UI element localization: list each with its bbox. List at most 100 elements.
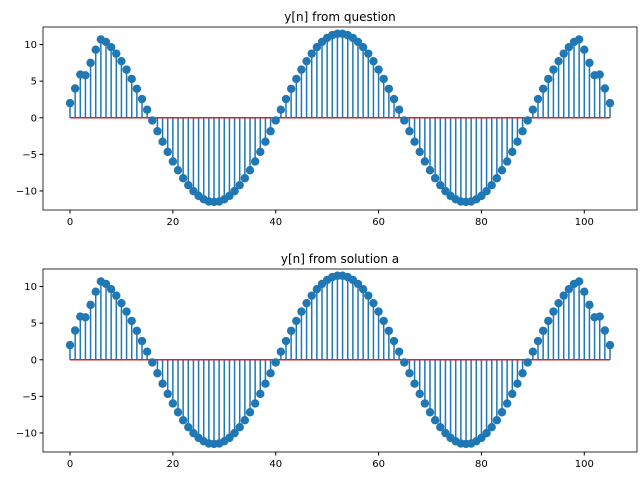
stem-marker [127, 316, 136, 326]
stem-marker [389, 336, 399, 346]
stem-marker [302, 298, 311, 308]
stem-marker [549, 307, 558, 316]
stem-marker [394, 105, 404, 114]
stem-marker [148, 358, 157, 367]
stem-marker [292, 316, 301, 326]
stem-marker [364, 49, 373, 58]
stem-marker [410, 137, 419, 146]
stem-marker [502, 399, 512, 408]
stem-marker [86, 300, 95, 310]
stem-marker [230, 186, 239, 196]
stem-marker [235, 422, 244, 432]
stem-marker [374, 65, 383, 74]
stem-marker [400, 116, 409, 125]
stem-marker [158, 137, 167, 146]
stem-marker [245, 408, 255, 417]
stem-marker [605, 340, 615, 350]
stem-marker [245, 166, 255, 175]
stem-marker [580, 287, 589, 296]
stem-marker [379, 74, 388, 84]
stem-marker [430, 416, 440, 425]
stem-marker [554, 298, 563, 308]
stem-marker [153, 369, 162, 378]
y-tick-label: −10 [16, 186, 37, 197]
stem-marker [544, 316, 553, 326]
stem-marker [307, 49, 316, 58]
y-tick-label: 10 [24, 40, 37, 51]
stem-marker [307, 291, 316, 300]
stem-marker [415, 389, 424, 399]
y-tick-label: 5 [31, 77, 37, 88]
x-tick-label: 60 [372, 459, 385, 470]
stem-marker [482, 186, 491, 196]
stem-marker [574, 277, 584, 286]
stem-marker [312, 43, 322, 52]
stem-marker [544, 74, 553, 84]
stem-marker [430, 174, 440, 183]
stem-marker [379, 316, 388, 326]
stem-marker [523, 116, 532, 125]
stem-marker [497, 408, 507, 417]
stem-marker [142, 105, 152, 114]
stem-marker [168, 399, 178, 408]
stem-marker [137, 94, 147, 104]
stem-marker [81, 71, 90, 80]
stem-marker [276, 347, 286, 356]
stem-marker [487, 180, 496, 190]
stem-marker [487, 422, 496, 432]
stem-marker [595, 70, 604, 79]
stem-marker [178, 416, 188, 425]
stem-marker [132, 84, 142, 93]
stem-marker [369, 56, 378, 66]
stem-marker [533, 336, 543, 346]
stem-marker [122, 307, 131, 316]
stem-marker [302, 56, 311, 66]
y-tick-label: 0 [31, 355, 37, 366]
stem-marker [250, 399, 260, 408]
stem-marker [261, 137, 270, 146]
stem-marker [508, 147, 517, 157]
stem-marker [173, 408, 183, 417]
stem-marker [281, 336, 291, 346]
stem-marker [91, 287, 100, 296]
axes-frame [42, 26, 638, 211]
chart-title: y[n] from solution a [281, 252, 399, 266]
stem-marker [230, 428, 239, 438]
x-tick-label: 80 [475, 217, 488, 228]
x-tick-label: 100 [575, 459, 594, 470]
stem-marker [559, 291, 568, 300]
stem-marker [106, 43, 116, 52]
stem-marker [502, 157, 512, 166]
stem-marker [405, 127, 414, 136]
stem-marker [91, 45, 100, 54]
stem-marker [70, 84, 80, 93]
stem-marker [605, 98, 615, 108]
stem-marker [235, 180, 244, 190]
stem-marker [86, 58, 95, 68]
stem-marker [81, 313, 90, 322]
stem-marker [276, 105, 286, 114]
stem-marker [415, 147, 424, 157]
stem-marker [184, 422, 193, 432]
stem-marker [410, 379, 419, 388]
stem-marker [297, 307, 306, 316]
stem-marker [369, 298, 378, 308]
stem-marker [600, 84, 610, 93]
stem-marker [173, 166, 183, 175]
stem-marker [101, 279, 111, 289]
stem-marker [405, 369, 414, 378]
stem-marker [508, 389, 517, 399]
stem-marker [425, 166, 435, 175]
stem-marker [436, 180, 445, 190]
stem-marker [528, 105, 538, 114]
stem-marker [158, 379, 167, 388]
stem-marker [420, 399, 430, 408]
y-tick-label: −5 [22, 150, 37, 161]
y-tick-label: 5 [31, 319, 37, 330]
stem-marker [559, 49, 568, 58]
stem-marker [286, 84, 296, 93]
stem-marker [574, 35, 584, 44]
stem-marker [256, 147, 265, 157]
stem-marker [513, 379, 522, 388]
